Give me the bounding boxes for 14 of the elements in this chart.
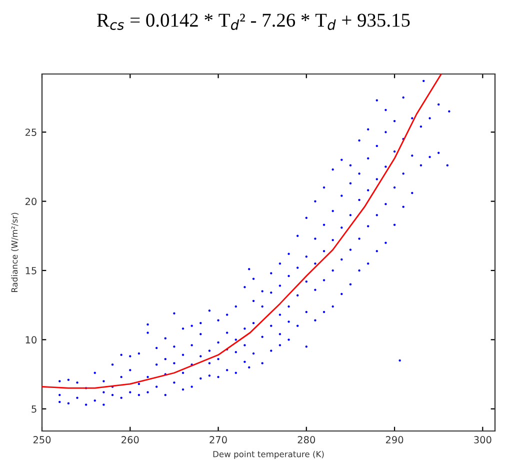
x-tick-label: 270 (210, 436, 227, 444)
y-tick-label: 25 (25, 128, 36, 136)
y-axis-title: Radiance (W/m²/sr) (11, 212, 19, 292)
x-tick-label: 250 (33, 436, 51, 444)
y-tick-label: 15 (26, 267, 36, 274)
chart-title: R$_{cs}$ = 0.0142 * T$_{d}$² - 7.26 * T$_{d}$ + 935.15 (97, 14, 410, 30)
x-tick-label: 290 (386, 436, 404, 444)
y-tick-label: 10 (26, 336, 36, 344)
x-axis-title: Dew point temperature (K) (213, 450, 324, 459)
y-tick-label: 20 (25, 198, 36, 206)
x-tick-label: 300 (474, 436, 492, 444)
x-tick-label: 280 (298, 436, 316, 444)
y-tick-label: 5 (32, 405, 36, 413)
x-tick-label: 260 (122, 436, 139, 444)
